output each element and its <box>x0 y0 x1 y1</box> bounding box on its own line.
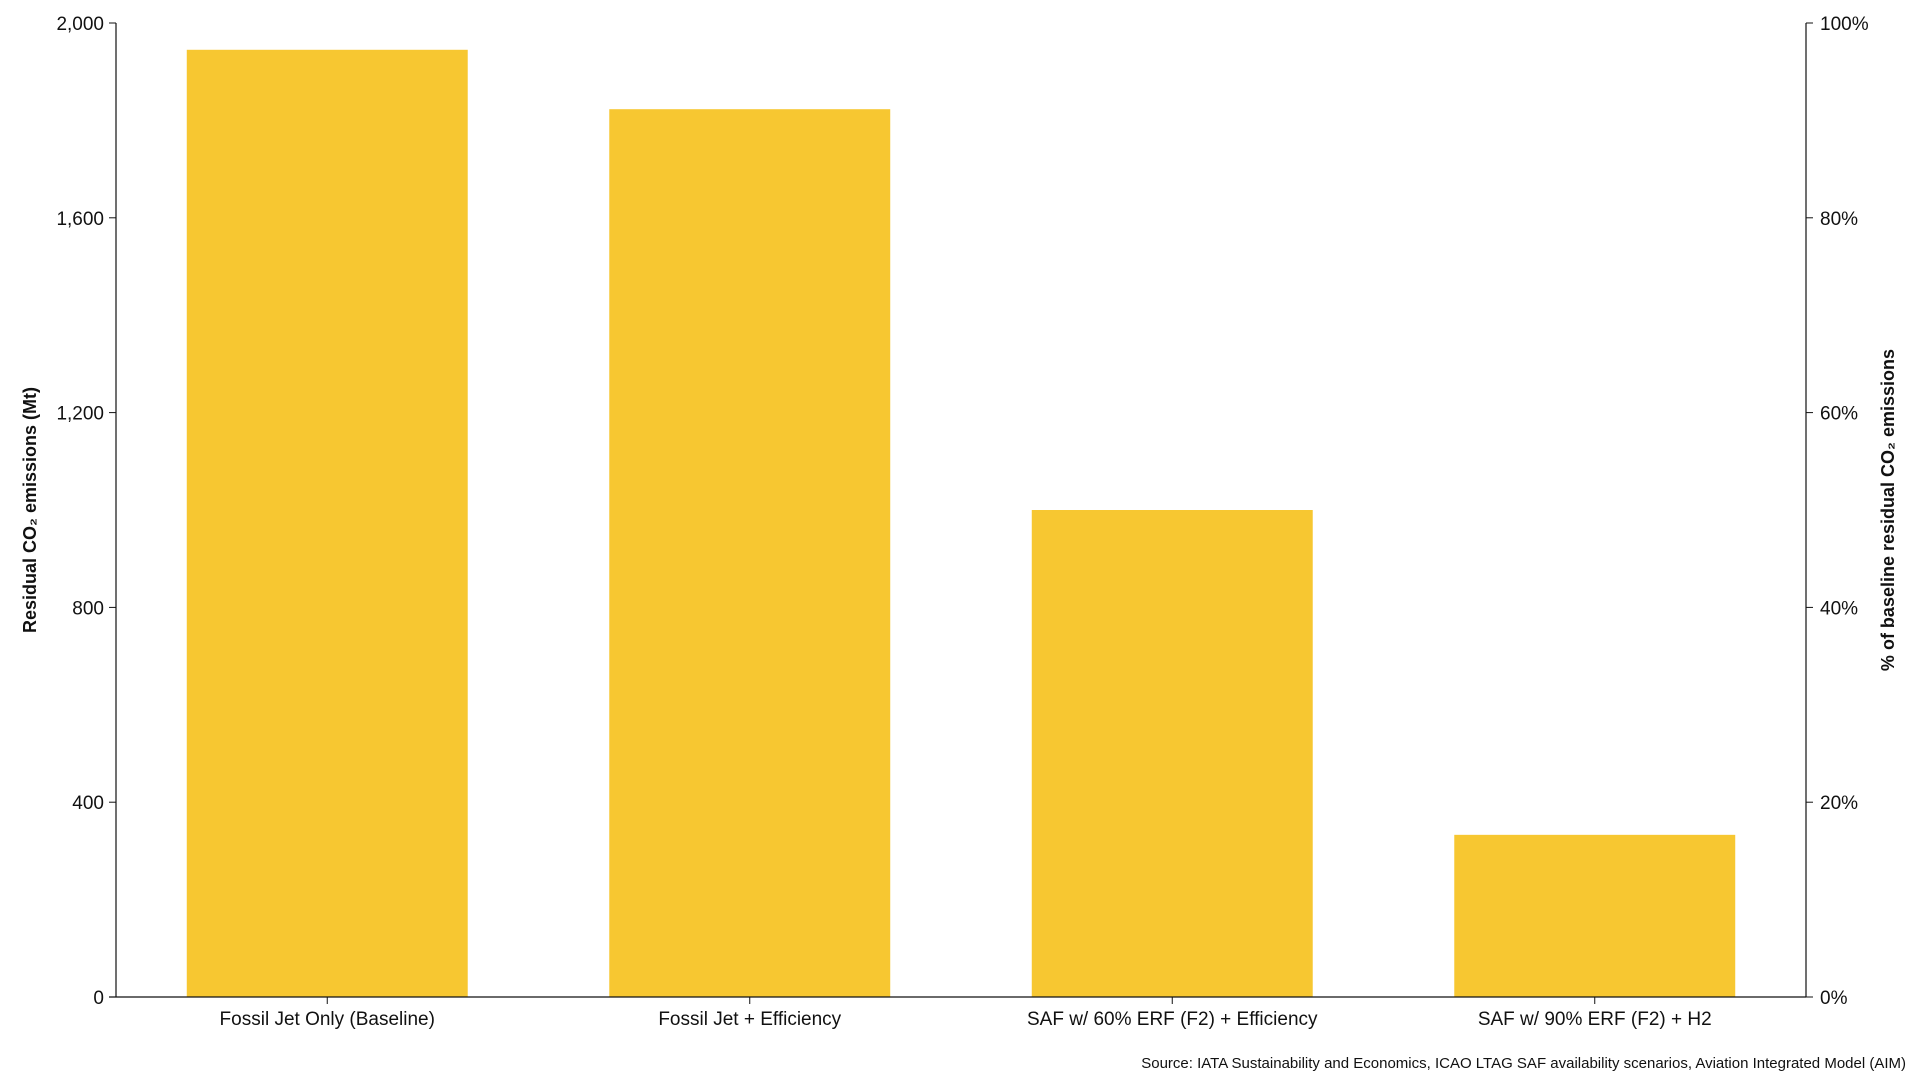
x-tick-label: SAF w/ 90% ERF (F2) + H2 <box>1478 1009 1712 1030</box>
bar <box>1031 510 1313 997</box>
y-tick-label: 800 <box>72 598 104 619</box>
y2-tick-label: 100% <box>1820 14 1869 35</box>
y2-axis-title: % of baseline residual CO₂ emissions <box>1878 349 1898 671</box>
y-axis-title: Residual CO₂ emissions (Mt) <box>20 387 40 633</box>
bar <box>609 109 891 998</box>
y-tick-label: 1,600 <box>56 209 104 230</box>
y-tick-label: 2,000 <box>56 14 104 35</box>
bar <box>1454 834 1736 997</box>
y2-tick-label: 60% <box>1820 404 1858 425</box>
y2-tick-label: 80% <box>1820 209 1858 230</box>
y-tick-label: 400 <box>72 793 104 814</box>
y2-tick-label: 20% <box>1820 793 1858 814</box>
x-tick-label: SAF w/ 60% ERF (F2) + Efficiency <box>1027 1009 1318 1030</box>
x-tick-label: Fossil Jet + Efficiency <box>658 1009 841 1030</box>
y2-tick-label: 0% <box>1820 988 1848 1009</box>
y-tick-label: 0 <box>93 988 104 1009</box>
y2-tick-label: 40% <box>1820 598 1858 619</box>
bar <box>186 49 468 998</box>
source-note: Source: IATA Sustainability and Economic… <box>1141 1055 1906 1072</box>
x-tick-label: Fossil Jet Only (Baseline) <box>220 1009 435 1030</box>
y-tick-label: 1,200 <box>56 404 104 425</box>
